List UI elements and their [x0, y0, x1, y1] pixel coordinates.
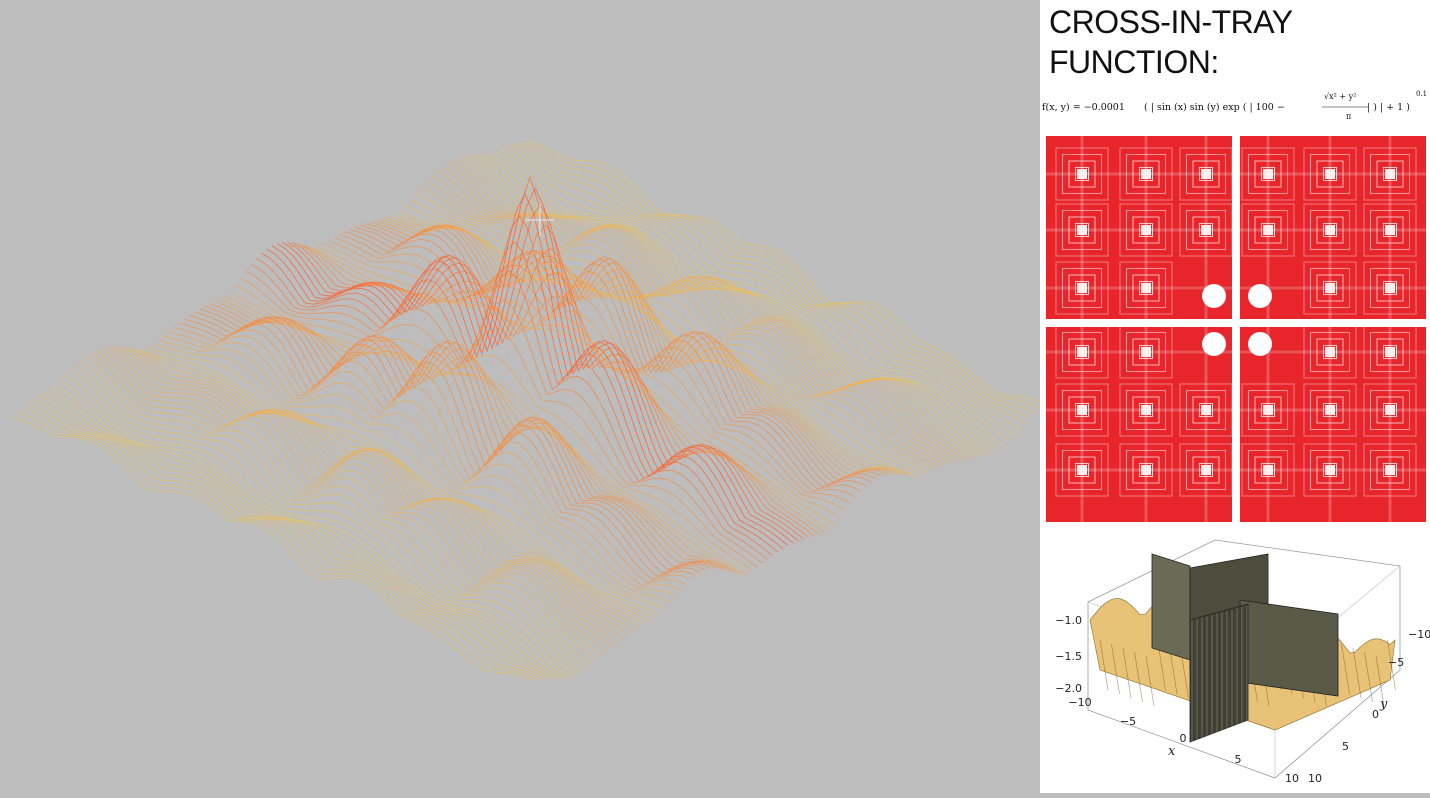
y-tick-label: −5: [1388, 656, 1404, 669]
formula-body: ( | sin (x) sin (y) exp ( | 100 −: [1144, 102, 1285, 113]
y-axis-label: y: [1379, 697, 1388, 712]
surface-wall-front: [1189, 603, 1249, 743]
formula-fraction-bar: [1322, 106, 1368, 108]
main-3d-view[interactable]: [0, 0, 1040, 793]
x-tick-label: 10: [1285, 772, 1299, 785]
z-tick-label: −1.5: [1055, 650, 1082, 663]
panel-title: CROSS-IN-TRAY FUNCTION:: [1049, 4, 1293, 80]
contour-lines: [1046, 136, 1426, 522]
formula-lhs: f(x, y) = −0.0001: [1042, 102, 1125, 113]
contour-plot: [1046, 136, 1426, 522]
x-axis-label: x: [1168, 744, 1176, 759]
mesh-plot[interactable]: [0, 0, 1040, 793]
z-tick-label: −2.0: [1055, 682, 1082, 695]
y-tick-label: 0: [1372, 708, 1379, 721]
formula-tail: | ) | + 1 ): [1367, 102, 1410, 113]
y-tick-label: 5: [1342, 740, 1349, 753]
surface-body: [1089, 553, 1396, 743]
formula-sqrt-term: √x² + y²: [1324, 92, 1357, 101]
z-tick-label: −1.0: [1055, 614, 1082, 627]
side-panel: CROSS-IN-TRAY FUNCTION: f(x, y) = −0.000…: [1040, 0, 1430, 793]
y-tick-label: −10: [1408, 628, 1430, 641]
x-tick-label: 0: [1180, 732, 1187, 745]
contour-svg: [1046, 136, 1426, 522]
cursor-crosshair: [526, 204, 554, 236]
x-tick-label: 5: [1235, 753, 1242, 766]
x-tick-label: −10: [1068, 696, 1091, 709]
contour-axis-x: [1046, 319, 1426, 327]
x-tick-label: −5: [1120, 715, 1136, 728]
mesh-lines: [13, 140, 1040, 681]
formula: f(x, y) = −0.0001 ( | sin (x) sin (y) ex…: [1042, 90, 1428, 126]
formula-denominator: π: [1346, 112, 1352, 121]
formula-exponent: 0.1: [1416, 90, 1428, 98]
surface-plot: −1.0 −1.5 −2.0 −10 −5 0 5 10 10 5 0 −5 −10 x y: [1040, 520, 1430, 793]
y-tick-label: 10: [1308, 772, 1322, 785]
contour-axis-y: [1232, 136, 1240, 522]
surface-wall-b: [1239, 599, 1339, 697]
surface-wall-back: [1151, 553, 1191, 661]
